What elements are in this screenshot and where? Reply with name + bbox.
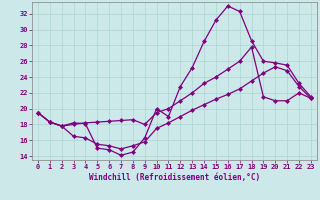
X-axis label: Windchill (Refroidissement éolien,°C): Windchill (Refroidissement éolien,°C): [89, 173, 260, 182]
